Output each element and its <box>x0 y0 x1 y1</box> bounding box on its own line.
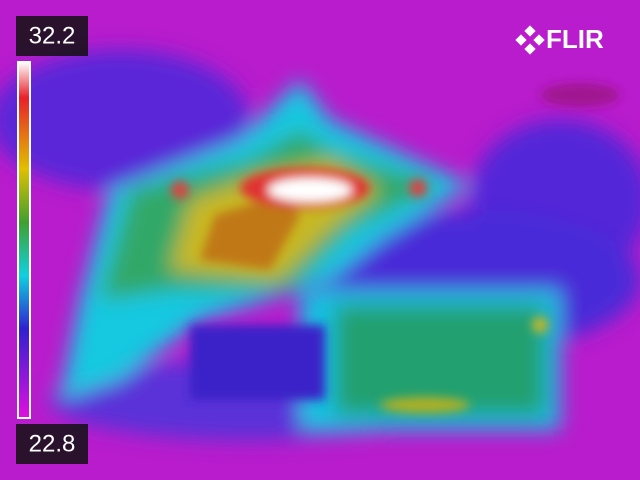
scale-min: 22.8 <box>29 430 76 457</box>
brand-logo: FLIR <box>515 24 604 55</box>
min-label-bg <box>16 424 88 464</box>
color-scale <box>17 61 31 419</box>
brand-name: FLIR <box>546 24 604 54</box>
scale-max: 32.2 <box>29 22 76 49</box>
max-label-bg <box>16 16 88 56</box>
